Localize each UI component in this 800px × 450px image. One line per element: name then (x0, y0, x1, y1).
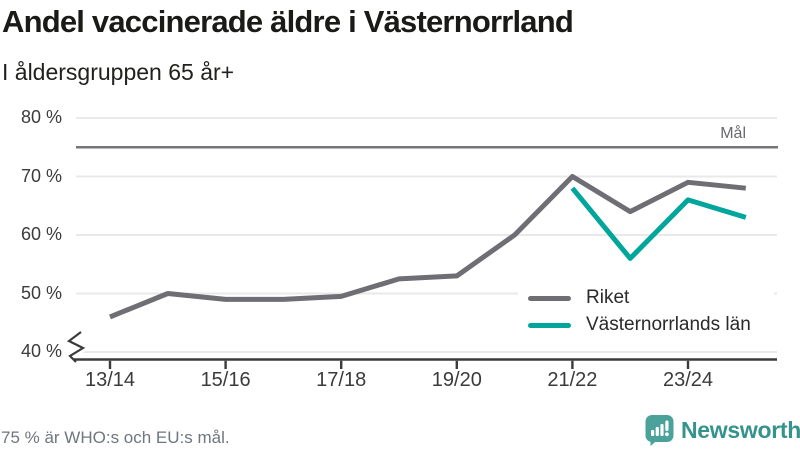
legend-label-riket: Riket (586, 287, 630, 308)
brand-name: Newsworthy (681, 417, 800, 443)
vasternorrland-line-swatch (528, 322, 571, 328)
axis-break-icon (66, 331, 86, 363)
newsworthy-logo: Newsworthy (645, 415, 800, 446)
legend: Riket Västernorrlands län (518, 283, 774, 341)
legend-item-vasternorrland: Västernorrlands län (528, 315, 774, 335)
series-line-vasternorrland (570, 186, 747, 261)
newsworthy-icon (645, 415, 674, 446)
footnote: 75 % är WHO:s och EU:s mål. (1, 428, 230, 447)
chart-subtitle: I åldersgruppen 65 år+ (2, 59, 235, 85)
legend-item-riket: Riket (528, 288, 774, 308)
series-line-riket (109, 174, 747, 320)
goal-line-label: Mål (720, 125, 746, 142)
riket-line-swatch (528, 295, 571, 301)
chart-title: Andel vaccinerade äldre i Västernorrland (2, 4, 574, 39)
legend-label-vasternorrland: Västernorrlands län (586, 314, 751, 335)
